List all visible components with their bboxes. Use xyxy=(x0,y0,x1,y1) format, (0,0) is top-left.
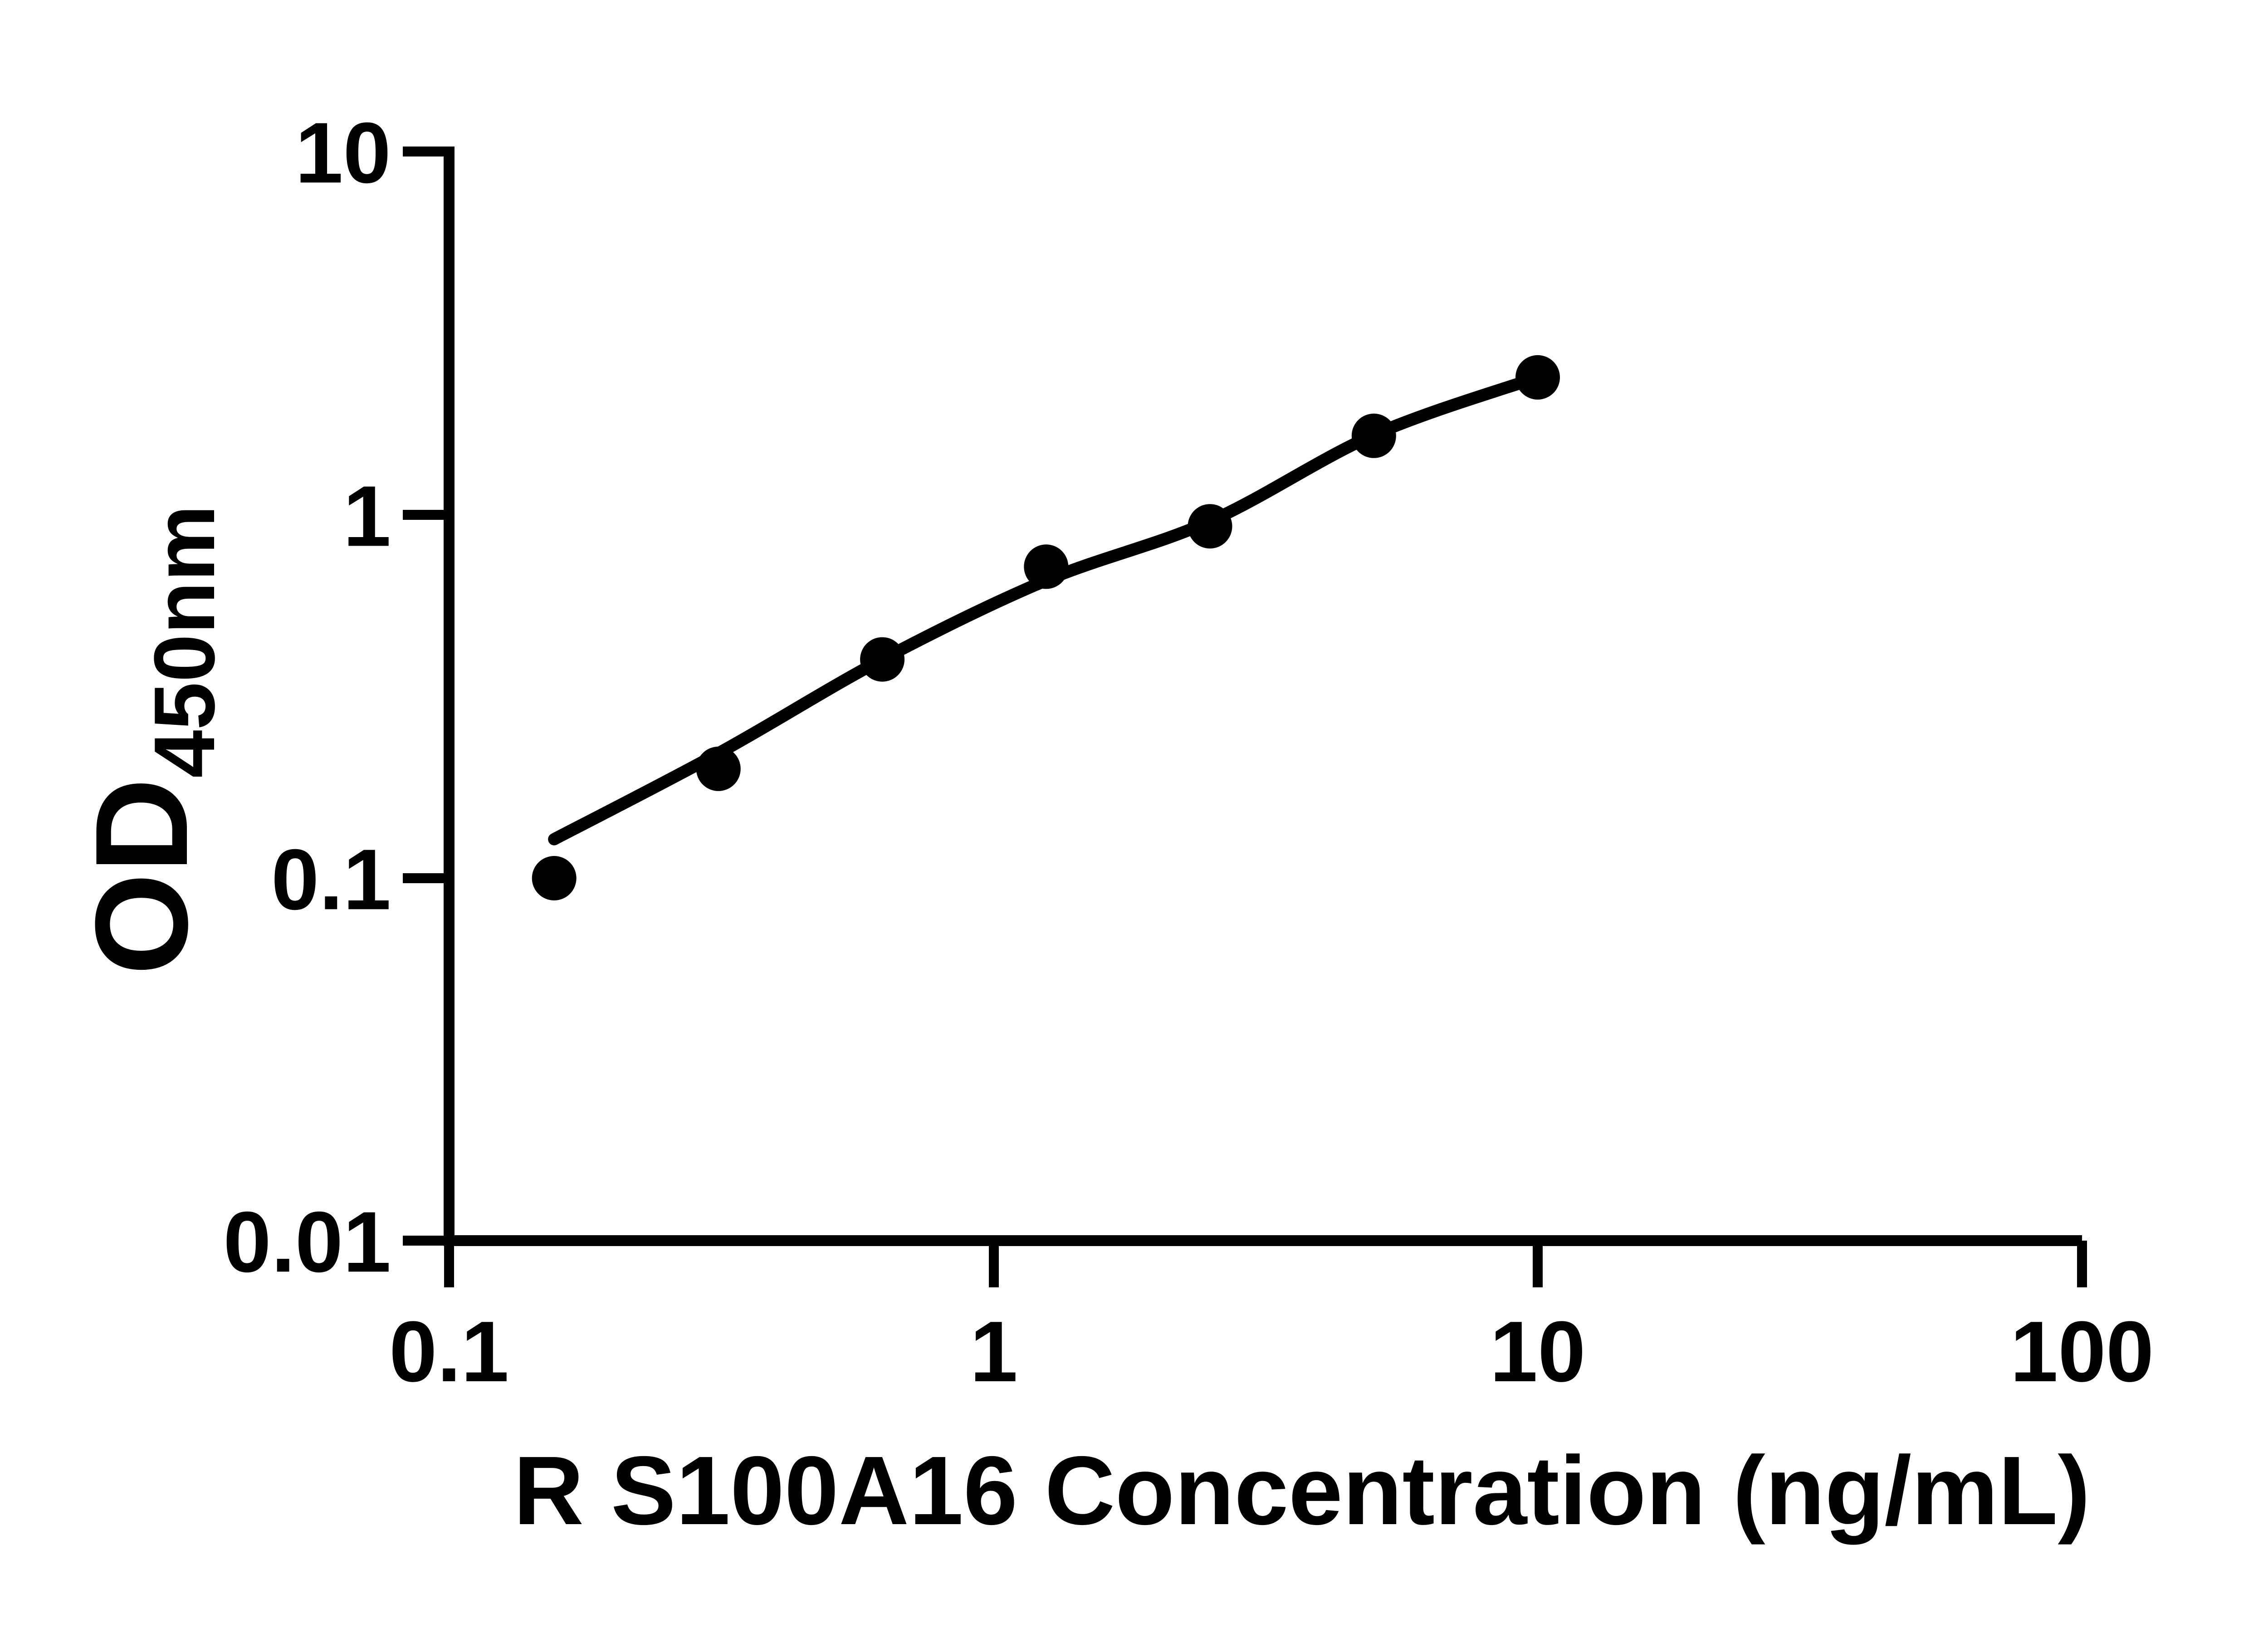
x-tick-labels: 0.1 1 10 100 xyxy=(389,1304,2154,1400)
x-axis-title: R S100A16 Concentration (ng/mL) xyxy=(513,1436,2090,1545)
y-axis-title: OD450nm xyxy=(68,505,233,975)
y-tick-label: 1 xyxy=(343,468,391,564)
y-axis-title-subscript: 450nm xyxy=(137,505,233,778)
data-point xyxy=(1351,413,1396,458)
data-point xyxy=(1024,544,1069,589)
y-axis-title-main: OD xyxy=(68,778,215,975)
y-tick-labels: 10 1 0.1 0.01 xyxy=(223,105,391,1290)
x-tick-label: 1 xyxy=(970,1304,1018,1400)
data-point xyxy=(1188,504,1232,549)
axes xyxy=(444,147,2082,1246)
data-point xyxy=(696,746,741,791)
data-point xyxy=(860,637,905,682)
x-tick-marks xyxy=(444,1241,2087,1287)
y-tick-label: 0.1 xyxy=(271,831,391,928)
x-tick-label: 0.1 xyxy=(389,1304,509,1400)
data-point xyxy=(1515,355,1560,400)
plot-marks xyxy=(532,355,1560,900)
y-tick-label: 0.01 xyxy=(223,1194,391,1290)
x-tick-label: 100 xyxy=(2010,1304,2154,1400)
x-tick-label: 10 xyxy=(1490,1304,1585,1400)
y-tick-marks xyxy=(403,147,449,1246)
data-point xyxy=(532,856,577,900)
y-tick-label: 10 xyxy=(295,105,391,201)
